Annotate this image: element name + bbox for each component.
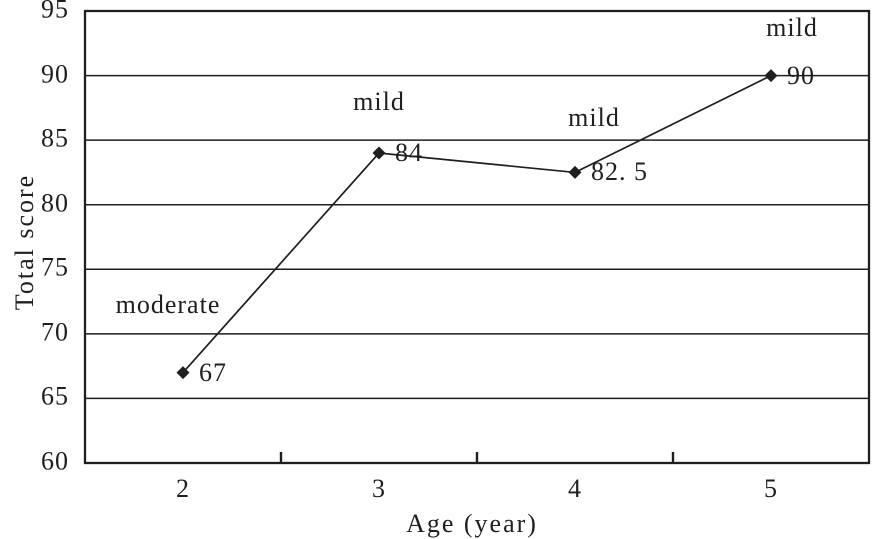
x-tick-label: 3: [372, 474, 386, 503]
y-tick-label: 95: [41, 0, 69, 24]
plot-border: [83, 9, 871, 465]
point-value-label: 82. 5: [591, 157, 648, 187]
y-tick-label: 75: [41, 252, 69, 282]
x-axis-title: Age (year): [406, 509, 538, 538]
y-tick-label: 60: [41, 446, 69, 476]
data-point-marker: [372, 146, 386, 160]
point-value-label: 90: [787, 60, 815, 90]
point-value-label: 84: [395, 138, 423, 168]
severity-annotation: mild: [568, 103, 620, 133]
point-value-label: 67: [199, 357, 227, 387]
data-point-marker: [176, 366, 190, 380]
severity-annotation: moderate: [115, 289, 221, 319]
y-tick-label: 80: [41, 188, 69, 218]
x-tick-label: 5: [764, 474, 778, 503]
y-tick-label: 70: [41, 317, 69, 347]
x-tick-label: 2: [176, 474, 190, 503]
data-line: [182, 74, 772, 374]
y-tick-label: 90: [41, 59, 69, 89]
data-point-marker: [764, 69, 778, 83]
severity-annotation: mild: [766, 12, 818, 42]
x-tick-label: 4: [568, 474, 582, 503]
y-tick-label: 85: [41, 123, 69, 153]
y-tick-label: 65: [41, 382, 69, 412]
data-point-marker: [568, 165, 582, 179]
severity-annotation: mild: [353, 87, 405, 117]
